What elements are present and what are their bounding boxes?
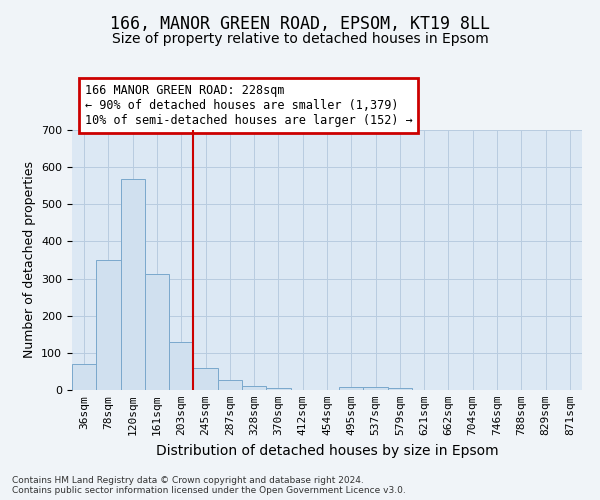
X-axis label: Distribution of detached houses by size in Epsom: Distribution of detached houses by size … — [155, 444, 499, 458]
Text: Contains HM Land Registry data © Crown copyright and database right 2024.
Contai: Contains HM Land Registry data © Crown c… — [12, 476, 406, 495]
Bar — [266, 388, 290, 390]
Bar — [145, 274, 169, 390]
Bar — [121, 179, 145, 390]
Bar — [388, 388, 412, 390]
Text: 166, MANOR GREEN ROAD, EPSOM, KT19 8LL: 166, MANOR GREEN ROAD, EPSOM, KT19 8LL — [110, 15, 490, 33]
Bar — [218, 380, 242, 390]
Bar — [242, 386, 266, 390]
Bar — [364, 387, 388, 390]
Bar — [72, 364, 96, 390]
Bar — [96, 260, 121, 390]
Bar — [193, 368, 218, 390]
Text: Size of property relative to detached houses in Epsom: Size of property relative to detached ho… — [112, 32, 488, 46]
Bar — [169, 342, 193, 390]
Text: 166 MANOR GREEN ROAD: 228sqm
← 90% of detached houses are smaller (1,379)
10% of: 166 MANOR GREEN ROAD: 228sqm ← 90% of de… — [85, 84, 413, 128]
Y-axis label: Number of detached properties: Number of detached properties — [23, 162, 35, 358]
Bar — [339, 387, 364, 390]
